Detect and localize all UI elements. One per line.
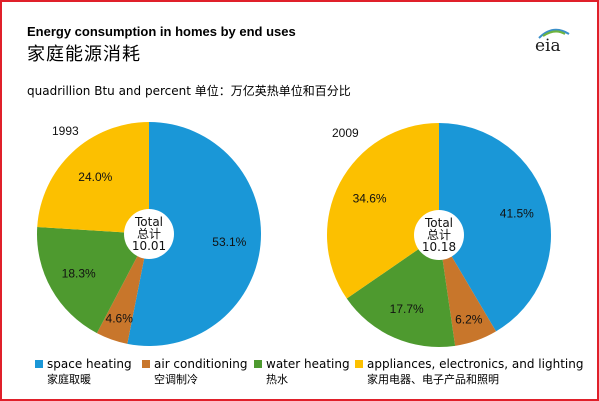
pie-slice bbox=[37, 122, 149, 234]
legend-swatch bbox=[35, 360, 43, 368]
slice-data-label: 53.1% bbox=[212, 235, 246, 249]
legend-swatch bbox=[142, 360, 150, 368]
pie-year-label: 1993 bbox=[52, 124, 79, 138]
pie-center-label: 总计 bbox=[427, 228, 451, 242]
pie-slice bbox=[36, 226, 149, 334]
legend-label: air conditioning bbox=[154, 357, 248, 371]
legend-label-zh: 热水 bbox=[266, 373, 288, 386]
slice-data-label: 18.3% bbox=[62, 267, 96, 281]
pie-slice bbox=[326, 123, 439, 299]
slice-data-label: 17.7% bbox=[390, 302, 424, 316]
pie-slice bbox=[96, 234, 149, 344]
eia-logo-icon bbox=[538, 28, 570, 39]
legend-label-zh: 家用电器、电子产品和照明 bbox=[367, 373, 499, 386]
legend-item-space-heating: space heating 家庭取暖 bbox=[35, 357, 132, 387]
pie-slice bbox=[346, 235, 456, 347]
slice-data-label: 4.6% bbox=[106, 312, 134, 326]
legend-item-air-conditioning: air conditioning 空调制冷 bbox=[142, 357, 247, 387]
legend-label-zh: 空调制冷 bbox=[154, 373, 198, 386]
legend-item-appliances: appliances, electronics, and lighting 家用… bbox=[355, 357, 583, 387]
legend-label: water heating bbox=[266, 357, 350, 371]
pie-center-hole bbox=[124, 209, 174, 259]
slice-data-label: 41.5% bbox=[500, 207, 534, 221]
pie-year-label: 2009 bbox=[332, 126, 359, 140]
pie-center-label: 总计 bbox=[137, 227, 161, 241]
pie-slice bbox=[439, 123, 551, 332]
slice-data-label: 24.0% bbox=[78, 170, 112, 184]
legend-label-zh: 家庭取暖 bbox=[47, 373, 91, 386]
chart-subtitle: quadrillion Btu and percent 单位：万亿英热单位和百分… bbox=[27, 84, 351, 98]
legend-label: appliances, electronics, and lighting bbox=[367, 357, 584, 371]
pie-center-label: Total bbox=[424, 216, 453, 230]
chart-title-zh: 家庭能源消耗 bbox=[27, 44, 141, 65]
eia-logo-text: eia bbox=[535, 36, 561, 56]
pie-slice bbox=[439, 235, 497, 346]
legend-item-water-heating: water heating 热水 bbox=[254, 357, 350, 387]
pie-center-label: Total bbox=[134, 215, 163, 229]
legend-swatch bbox=[254, 360, 262, 368]
pie-center-label: 10.01 bbox=[132, 239, 166, 253]
slice-data-label: 34.6% bbox=[353, 192, 387, 206]
pie-center-label: 10.18 bbox=[422, 240, 456, 254]
pie-slice bbox=[127, 122, 262, 346]
chart-title-en: Energy consumption in homes by end uses bbox=[27, 24, 296, 39]
pie-center-hole bbox=[414, 210, 464, 260]
slice-data-label: 6.2% bbox=[455, 313, 483, 327]
legend: space heating 家庭取暖 air conditioning 空调制冷… bbox=[2, 357, 597, 397]
legend-label: space heating bbox=[47, 357, 132, 371]
legend-swatch bbox=[355, 360, 363, 368]
